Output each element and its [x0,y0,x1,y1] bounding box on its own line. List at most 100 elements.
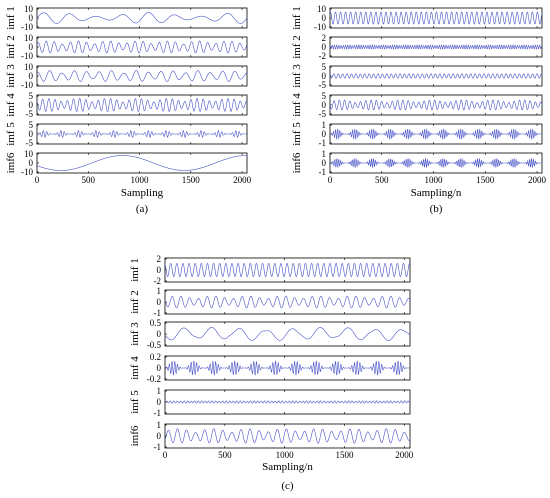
y-tick-label: -1 [154,442,162,452]
subplot-imf2: 20-2 imf 2 [291,33,543,61]
plot-frame [164,257,411,283]
plot-frame [164,289,411,315]
imf-axis-label: imf 5 [129,390,141,414]
subplot-imf3: 0.50-0.5 imf 3 [129,318,411,350]
y-tick-label: 1 [157,386,162,396]
x-tick-label: 500 [375,175,389,185]
y-tick-label: 5 [29,120,34,130]
y-tick-label: 2 [157,254,162,264]
imf-axis-label: imf 4 [5,93,17,117]
imf-axis-label: imf 4 [129,356,141,380]
y-tick-label: 0 [29,129,34,139]
y-tick-label: 0 [322,13,327,23]
subplot-imf3: 100-10 imf 3 [5,62,248,90]
y-tick-label: -10 [314,22,326,32]
imf-axis-label: imf 2 [129,290,141,314]
x-axis-label: Sampling/n [411,187,462,199]
x-tick-label: 1500 [182,175,201,185]
y-tick-label: -1 [154,408,162,418]
signal-line [329,44,543,50]
y-tick-label: 0 [29,158,34,168]
subplot-imf4: 50-5 imf 4 [291,91,543,119]
imf-axis-label: imf 3 [5,64,17,88]
y-tick-label: 10 [24,149,34,159]
signal-line [36,130,248,138]
imf-axis-label: imf6 [129,425,141,446]
imf-axis-label: imf 3 [129,322,141,346]
signal-line [164,295,411,309]
plot-frame [36,65,248,87]
signal-line [164,400,411,404]
signal-line [36,155,248,171]
imf-axis-label: imf 1 [129,258,141,282]
subplot-imf3: 50-5 imf 3 [291,62,543,90]
imf-axis-label: imf 4 [291,93,303,117]
imf-axis-label: imf 5 [5,122,17,146]
x-tick-label: 0 [35,175,40,185]
y-tick-label: 10 [24,33,34,43]
subplot-imf4: 0.20-0.2 imf 4 [129,352,411,384]
y-tick-label: -10 [21,167,33,177]
panel-label: (c) [281,480,294,492]
panel-label: (b) [430,203,443,215]
signal-line [329,157,543,169]
signal-line [164,327,411,341]
subplot-imf1: 20-2 imf 1 [129,254,411,286]
x-tick-label: 500 [218,450,232,460]
signal-line [36,70,248,82]
imf-axis-label: imf6 [291,152,303,173]
y-tick-label: 10 [24,62,34,72]
imf-axis-label: imf 1 [291,6,303,30]
y-tick-label: 1 [157,420,162,430]
x-axis-label: Sampling [121,187,164,199]
x-tick-label: 1500 [335,450,354,460]
signal-line [164,428,411,444]
x-tick-label: 500 [82,175,96,185]
imf-axis-label: imf6 [5,152,17,173]
y-tick-label: 1 [322,149,327,159]
imf-axis-label: imf 2 [5,35,17,59]
imf-axis-label: imf 1 [5,6,17,30]
y-tick-label: 0 [157,265,162,275]
y-tick-label: 0 [29,13,34,23]
x-tick-label: 2000 [528,175,547,185]
y-tick-label: 0 [29,42,34,52]
y-tick-label: -1 [154,308,162,318]
signal-line [36,98,248,112]
y-tick-label: 1 [322,120,327,130]
y-tick-label: 0 [322,129,327,139]
plot-frame [36,94,248,116]
y-tick-label: 0 [322,42,327,52]
y-tick-label: -2 [319,51,327,61]
y-tick-label: -1 [319,167,327,177]
plot-frame [164,389,411,415]
y-tick-label: 0 [157,297,162,307]
subplot-imf5: 50-5 imf 5 [5,120,248,148]
signal-line [329,73,543,79]
y-tick-label: -10 [21,51,33,61]
x-tick-label: 1000 [276,450,295,460]
y-tick-label: -5 [26,138,34,148]
x-tick-label: 1500 [476,175,495,185]
subplot-imf2: 100-10 imf 2 [5,33,248,61]
y-tick-label: 1 [157,286,162,296]
signal-line [329,11,543,25]
y-tick-label: -10 [21,22,33,32]
plot-frame [329,65,543,87]
subplot-imf1: 100-10 imf 1 [291,4,543,32]
y-tick-label: -2 [154,276,162,286]
signal-line [329,128,543,140]
y-tick-label: 0 [29,71,34,81]
y-tick-label: -5 [319,109,327,119]
imf-axis-label: imf 3 [291,64,303,88]
y-tick-label: 2 [322,33,327,43]
signal-line [36,12,248,24]
subplot-imf4: 50-5 imf 4 [5,91,248,119]
subplot-imf5: 10-1 imf 5 [129,386,411,418]
y-tick-label: -0.5 [147,340,162,350]
